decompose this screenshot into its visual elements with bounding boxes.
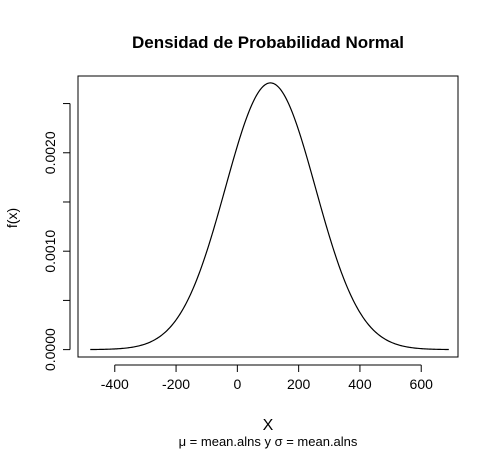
- chart-title: Densidad de Probabilidad Normal: [132, 33, 404, 52]
- x-tick-label: 400: [348, 376, 372, 392]
- x-axis: -400 -200 0 200 400 600: [101, 364, 434, 392]
- x-tick-label: -200: [162, 376, 190, 392]
- chart-subtitle: μ = mean.alns y σ = mean.alns: [179, 434, 358, 449]
- x-tick-label: -400: [101, 376, 129, 392]
- plot-border: [77, 75, 459, 358]
- y-tick-label: 0.0010: [42, 230, 58, 273]
- y-axis: 0.0000 0.0010 0.0020: [42, 103, 71, 371]
- y-tick-label: 0.0000: [42, 328, 58, 371]
- x-axis-label: X: [263, 417, 274, 434]
- x-tick-label: 600: [410, 376, 434, 392]
- density-curve: [90, 82, 449, 351]
- x-tick-label: 0: [233, 376, 241, 392]
- series-group: [90, 82, 449, 351]
- y-tick-label: 0.0020: [42, 131, 58, 174]
- x-tick-label: 200: [287, 376, 311, 392]
- y-axis-label: f(x): [4, 208, 20, 228]
